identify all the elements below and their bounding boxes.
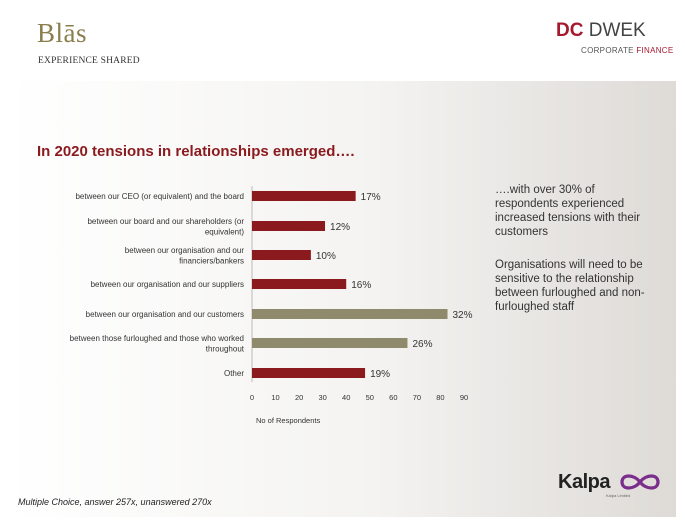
bar-6 [252,338,408,348]
data-label-5: 32% [453,310,473,321]
data-label-3: 10% [316,251,336,262]
x-tick-label-8: 70 [413,393,421,402]
dc-dwek-subtitle: CORPORATE FINANCE [581,46,674,55]
x-tick-label-1: 0 [250,393,254,402]
category-label-3-1: between our organisation and our [125,246,245,255]
kalpa-logo: Kalpa [558,471,610,493]
dc-sub-finance: FINANCE [636,46,674,55]
dc-dwek-logo: DC DWEK [556,20,646,42]
bar-4 [252,279,347,289]
bar-1 [252,191,356,201]
infinity-icon [620,474,660,490]
category-label-7-1: Other [224,369,244,378]
data-label-2: 12% [330,222,350,233]
side-text-furlough: Organisations will need to be sensitive … [495,259,645,313]
data-label-6: 26% [412,339,432,350]
x-tick-label-3: 20 [295,393,303,402]
slide-title: In 2020 tensions in relationships emerge… [37,143,355,160]
category-label-2-2: equivalent) [205,227,244,236]
bar-3 [252,250,311,260]
x-tick-label-2: 10 [271,393,279,402]
category-label-2-1: between our board and our shareholders (… [87,217,244,226]
category-label-6-2: throughout [206,344,245,353]
dc-logo-dwek: DWEK [588,20,646,41]
category-label-1-1: between our CEO (or equivalent) and the … [75,192,244,201]
category-label-3-2: financiers/bankers [179,256,244,265]
x-tick-label-6: 50 [366,393,374,402]
bar-5 [252,309,448,319]
x-tick-label-10: 90 [460,393,468,402]
blas-tagline: EXPERIENCE SHARED [38,56,140,66]
x-tick-label-5: 40 [342,393,350,402]
side-text-customers: ….with over 30% of respondents experienc… [495,184,641,238]
dc-sub-corporate: CORPORATE [581,46,634,55]
bar-7 [252,368,366,378]
category-label-5-1: between our organisation and our custome… [86,310,244,319]
data-label-1: 17% [361,192,381,203]
dc-logo-dc: DC [556,20,584,41]
data-label-7: 19% [370,369,390,380]
kalpa-subtitle: Kalpa Limited [606,493,631,498]
category-label-4-1: between our organisation and our supplie… [91,280,244,289]
bar-2 [252,221,326,231]
data-label-4: 16% [351,280,371,291]
x-axis-label: No of Respondents [256,416,320,425]
x-tick-label-9: 80 [436,393,444,402]
footnote: Multiple Choice, answer 257x, unanswered… [18,497,212,507]
blas-logo: Blās [37,18,88,48]
content-panel [9,81,676,517]
x-tick-label-4: 30 [318,393,326,402]
category-label-6-1: between those furloughed and those who w… [70,334,244,343]
x-tick-label-7: 60 [389,393,397,402]
